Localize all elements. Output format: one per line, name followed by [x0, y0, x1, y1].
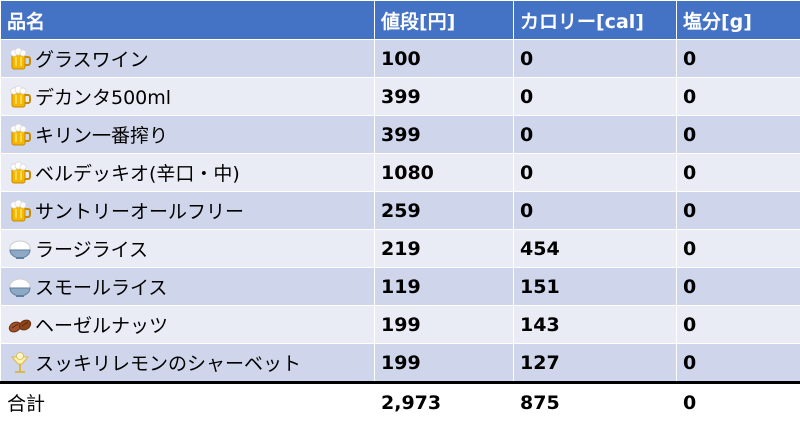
total-salt: 0 — [677, 383, 800, 422]
item-name-cell: サントリーオールフリー — [1, 192, 375, 230]
item-salt: 0 — [677, 268, 800, 306]
item-name-cell: デカンタ500ml — [1, 78, 375, 116]
total-label: 合計 — [1, 383, 375, 422]
header-salt: 塩分[g] — [677, 1, 800, 40]
header-price: 値段[円] — [375, 1, 514, 40]
item-name: デカンタ500ml — [35, 87, 171, 109]
header-calories: カロリー[cal] — [514, 1, 677, 40]
item-price: 259 — [375, 192, 514, 230]
item-name: グラスワイン — [35, 49, 149, 71]
item-calories: 0 — [514, 78, 677, 116]
sherbet-glass-icon — [7, 350, 33, 376]
item-name-cell: ベルデッキオ(辛口・中) — [1, 154, 375, 192]
item-name: ヘーゼルナッツ — [35, 315, 168, 337]
beer-mug-icon — [7, 122, 33, 148]
item-calories: 143 — [514, 306, 677, 344]
item-calories: 0 — [514, 116, 677, 154]
item-name: ベルデッキオ(辛口・中) — [35, 163, 240, 185]
item-price: 1080 — [375, 154, 514, 192]
item-calories: 0 — [514, 192, 677, 230]
item-name-cell: スモールライス — [1, 268, 375, 306]
item-price: 199 — [375, 344, 514, 383]
item-name: サントリーオールフリー — [35, 201, 244, 223]
beer-mug-icon — [7, 160, 33, 186]
item-name-cell: ヘーゼルナッツ — [1, 306, 375, 344]
item-price: 100 — [375, 40, 514, 78]
item-calories: 151 — [514, 268, 677, 306]
header-name: 品名 — [1, 1, 375, 40]
total-price: 2,973 — [375, 383, 514, 422]
item-price: 119 — [375, 268, 514, 306]
item-name: スモールライス — [35, 277, 167, 299]
beer-mug-icon — [7, 198, 33, 224]
item-calories: 0 — [514, 40, 677, 78]
rice-bowl-icon — [7, 274, 33, 300]
item-salt: 0 — [677, 192, 800, 230]
item-price: 199 — [375, 306, 514, 344]
item-name-cell: スッキリレモンのシャーベット — [1, 344, 375, 383]
item-name: スッキリレモンのシャーベット — [35, 353, 301, 375]
table-header-row: 品名 値段[円] カロリー[cal] 塩分[g] — [1, 1, 800, 40]
hazelnut-icon — [7, 312, 33, 338]
item-salt: 0 — [677, 78, 800, 116]
beer-mug-icon — [7, 46, 33, 72]
item-price: 399 — [375, 116, 514, 154]
item-name: ラージライス — [35, 239, 148, 261]
item-name-cell: キリン一番搾り — [1, 116, 375, 154]
beer-mug-icon — [7, 84, 33, 110]
item-salt: 0 — [677, 40, 800, 78]
item-name-cell: グラスワイン — [1, 40, 375, 78]
item-calories: 454 — [514, 230, 677, 268]
rice-bowl-icon — [7, 236, 33, 262]
item-calories: 127 — [514, 344, 677, 383]
total-calories: 875 — [514, 383, 677, 422]
item-salt: 0 — [677, 306, 800, 344]
item-salt: 0 — [677, 344, 800, 383]
item-calories: 0 — [514, 154, 677, 192]
item-salt: 0 — [677, 230, 800, 268]
item-price: 219 — [375, 230, 514, 268]
item-name: キリン一番搾り — [35, 125, 168, 147]
item-salt: 0 — [677, 154, 800, 192]
item-salt: 0 — [677, 116, 800, 154]
item-name-cell: ラージライス — [1, 230, 375, 268]
item-price: 399 — [375, 78, 514, 116]
total-row: 合計 2,973 875 0 — [1, 383, 800, 422]
